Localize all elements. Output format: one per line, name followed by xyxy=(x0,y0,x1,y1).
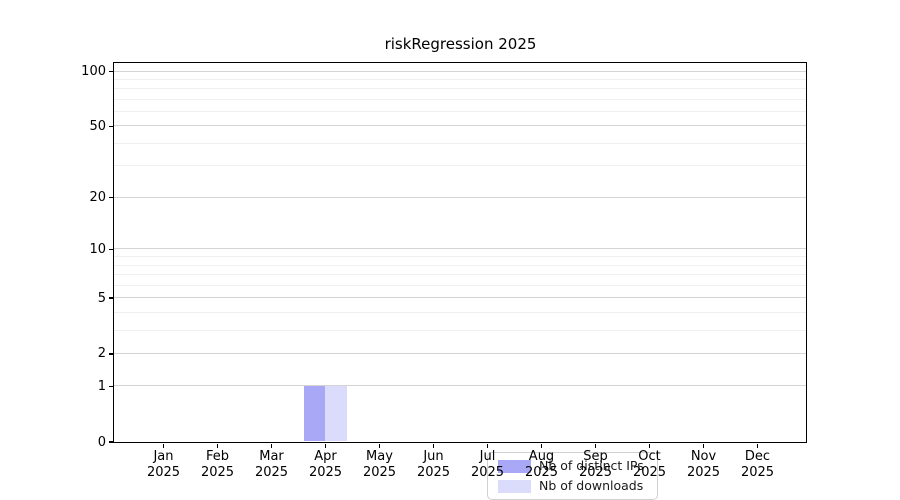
y-axis-tick xyxy=(109,441,113,443)
x-axis-tick xyxy=(324,443,327,448)
gridline-minor xyxy=(114,98,806,100)
y-axis-tick xyxy=(109,385,113,388)
x-tick-label: Mar 2025 xyxy=(254,448,289,480)
plot-area: Nb of distinct IPs Nb of downloads xyxy=(113,62,807,500)
x-axis-tick xyxy=(540,443,543,448)
x-tick-label: Sep 2025 xyxy=(578,448,613,480)
x-axis-tick xyxy=(702,443,705,448)
x-axis-tick xyxy=(378,443,381,448)
y-tick-label: 50 xyxy=(89,118,106,134)
x-axis-tick xyxy=(486,443,489,448)
y-tick-label: 0 xyxy=(97,434,106,450)
x-axis-tick xyxy=(432,443,435,448)
chart-title: riskRegression 2025 xyxy=(384,35,537,53)
y-axis-tick xyxy=(109,70,113,73)
x-tick-label: Jun 2025 xyxy=(416,448,451,480)
y-axis-tick xyxy=(109,353,113,355)
gridline-major xyxy=(114,70,806,72)
legend-swatch-distinct-ips xyxy=(498,459,531,473)
y-tick-label: 100 xyxy=(81,64,106,79)
legend-swatch-downloads xyxy=(498,479,531,493)
gridline-minor xyxy=(114,264,806,266)
x-axis-tick xyxy=(648,443,651,448)
y-axis-tick xyxy=(109,125,113,128)
bar-nb-of-downloads xyxy=(325,385,347,442)
y-tick-label: 10 xyxy=(89,241,106,257)
bar-nb-of-distinct-ips xyxy=(303,385,325,442)
gridline-minor xyxy=(114,329,806,331)
gridline-minor xyxy=(114,142,806,144)
gridline-minor xyxy=(114,165,806,167)
gridline-major xyxy=(114,385,806,387)
gridline-minor xyxy=(114,110,806,112)
x-axis-tick xyxy=(162,443,165,448)
y-tick-label: 1 xyxy=(97,378,106,394)
x-tick-label: Oct 2025 xyxy=(632,448,667,480)
y-axis-tick xyxy=(109,248,113,251)
x-axis-tick xyxy=(270,443,273,448)
gridline-minor xyxy=(114,88,806,90)
x-axis-tick xyxy=(594,443,597,448)
y-tick-label: 5 xyxy=(97,290,106,306)
legend-label-downloads: Nb of downloads xyxy=(539,478,644,493)
gridline-major xyxy=(114,125,806,127)
gridline-minor xyxy=(114,311,806,313)
gridline-major xyxy=(114,352,806,354)
gridline-minor xyxy=(114,284,806,286)
gridline-minor xyxy=(114,274,806,276)
x-tick-label: Jan 2025 xyxy=(146,448,181,480)
x-tick-label: Jul 2025 xyxy=(470,448,505,480)
y-axis-tick xyxy=(109,297,113,299)
x-tick-label: May 2025 xyxy=(362,448,397,480)
gridline-minor xyxy=(114,78,806,80)
y-axis-tick xyxy=(109,196,113,199)
x-axis-tick xyxy=(216,443,219,448)
y-tick-label: 2 xyxy=(97,346,106,362)
legend-item-distinct-ips: Nb of distinct IPs xyxy=(498,459,647,473)
gridline-major xyxy=(114,196,806,198)
x-axis-tick xyxy=(756,443,759,448)
x-tick-label: Nov 2025 xyxy=(686,448,721,480)
gridline-major xyxy=(114,297,806,299)
legend-label-distinct-ips: Nb of distinct IPs xyxy=(539,458,644,473)
x-tick-label: Dec 2025 xyxy=(740,448,775,480)
gridline-major xyxy=(114,248,806,250)
y-tick-label: 20 xyxy=(89,190,106,206)
gridline-minor xyxy=(114,256,806,258)
x-tick-label: Apr 2025 xyxy=(308,448,343,480)
x-tick-label: Feb 2025 xyxy=(200,448,235,480)
x-tick-label: Aug 2025 xyxy=(524,448,559,480)
legend-item-downloads: Nb of downloads xyxy=(498,479,647,493)
